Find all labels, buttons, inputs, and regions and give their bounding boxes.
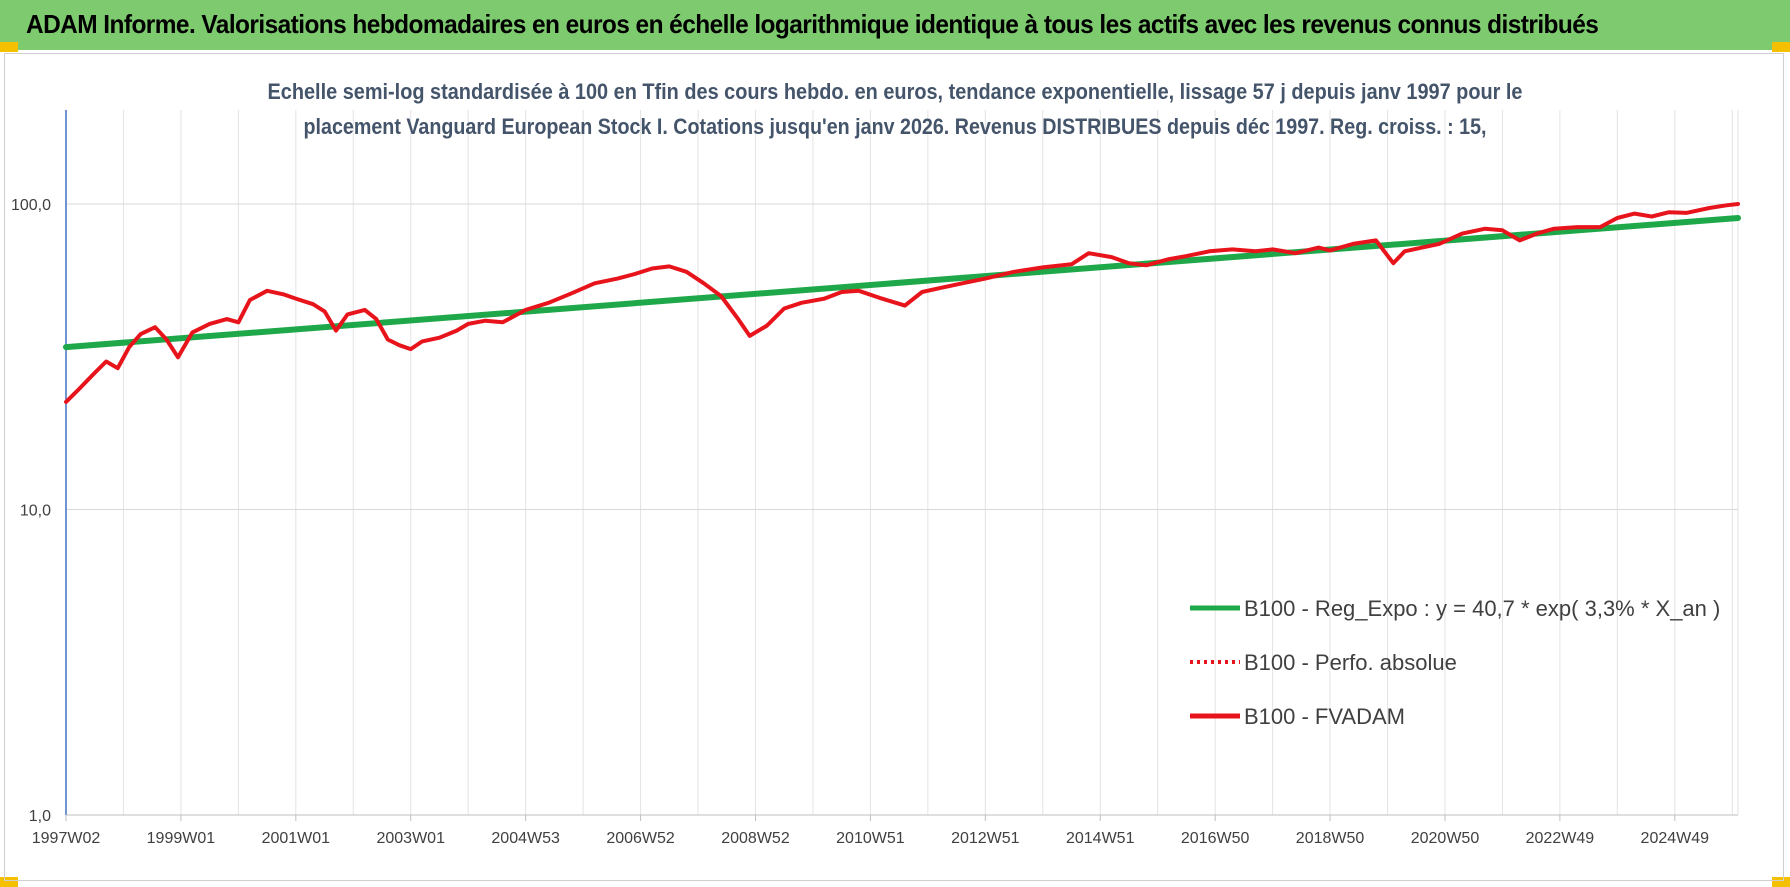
x-tick-label: 2020W50 (1411, 830, 1480, 847)
x-tick-label: 2008W52 (721, 830, 790, 847)
x-tick-label: 2018W50 (1296, 830, 1365, 847)
x-tick-label: 2001W01 (262, 830, 331, 847)
legend-label-perfo-absolue: B100 - Perfo. absolue (1244, 650, 1457, 675)
x-tick-label: 2010W51 (836, 830, 905, 847)
y-tick-label: 100,0 (11, 197, 51, 214)
y-tick-label: 1,0 (29, 808, 51, 825)
corner-marker-bottom-right (1772, 877, 1790, 887)
corner-marker-bottom-left (0, 877, 18, 887)
series-layer (63, 202, 1741, 404)
corner-marker-left (0, 42, 18, 52)
x-tick-label: 2004W53 (491, 830, 560, 847)
x-tick-label: 1999W01 (147, 830, 216, 847)
x-tick-label: 2024W49 (1641, 830, 1710, 847)
chart-frame (4, 53, 1784, 881)
chart-subtitle-line-1: Echelle semi-log standardisée à 100 en T… (268, 79, 1523, 104)
x-tick-label: 1997W02 (32, 830, 101, 847)
report-title: ADAM Informe. Valorisations hebdomadaire… (26, 9, 1599, 39)
axis-layer: 1,0 10,0 100,0 1997W02 1999W01 2001W01 2003W01… (11, 110, 1738, 847)
x-tick-label: 2022W49 (1526, 830, 1595, 847)
series-line-fvadam (64, 202, 1740, 404)
x-tick-label: 2006W52 (606, 830, 675, 847)
report-header-bar: ADAM Informe. Valorisations hebdomadaire… (0, 0, 1790, 50)
x-tick-label: 2003W01 (376, 830, 445, 847)
x-tick-label: 2012W51 (951, 830, 1020, 847)
legend-label-reg-expo: B100 - Reg_Expo : y = 40,7 * exp( 3,3% *… (1244, 596, 1720, 621)
legend-label-fvadam: B100 - FVADAM (1244, 704, 1405, 729)
series-line-reg-expo (63, 215, 1741, 351)
y-tick-label: 10,0 (20, 503, 51, 520)
corner-marker-right (1772, 42, 1790, 52)
grid-layer (65, 110, 1739, 816)
x-tick-label: 2016W50 (1181, 830, 1250, 847)
chart-subtitle-line-2: placement Vanguard European Stock I. Cot… (304, 114, 1487, 139)
x-tick-label: 2014W51 (1066, 830, 1135, 847)
legend: B100 - Reg_Expo : y = 40,7 * exp( 3,3% *… (1190, 596, 1720, 729)
